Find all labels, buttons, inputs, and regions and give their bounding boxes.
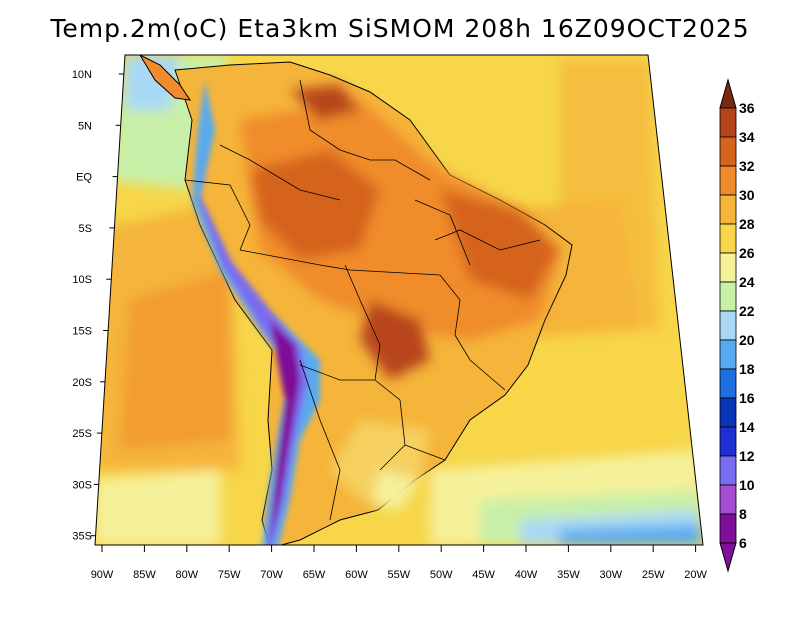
lat-label: EQ <box>76 172 92 184</box>
colorbar-segment <box>719 484 737 515</box>
lat-label: 5S <box>79 223 92 235</box>
lon-label: 65W <box>303 569 326 581</box>
colorbar-segment <box>719 165 737 196</box>
colorbar-segment <box>719 107 737 138</box>
colorbar-label: 32 <box>739 158 755 174</box>
lon-label: 55W <box>387 569 410 581</box>
lon-label: 60W <box>345 569 368 581</box>
colorbar-segment <box>719 513 737 544</box>
colorbar-label: 26 <box>739 245 755 261</box>
lat-label: 5N <box>78 120 92 132</box>
colorbar-bottom-arrow <box>719 542 737 573</box>
lat-label: 10N <box>72 69 92 81</box>
colorbar-segment <box>719 339 737 370</box>
central-america <box>138 55 192 101</box>
lat-label: 15S <box>72 326 92 338</box>
latitude-axis: 10N 5N EQ 5S 10S 15S 20S 25S 30S 35S <box>72 69 124 543</box>
colorbar-segment <box>719 223 737 254</box>
colorbar-top-arrow <box>719 78 737 109</box>
colorbar-segment <box>719 368 737 399</box>
andes-cold-band <box>192 80 320 545</box>
colorbar-label: 18 <box>739 361 755 377</box>
colorbar-label: 28 <box>739 216 755 232</box>
colorbar-segment <box>719 426 737 457</box>
colorbar-segment <box>719 252 737 283</box>
colorbar-segment <box>719 136 737 167</box>
colorbar-label: 36 <box>739 100 755 116</box>
temperature-field <box>95 55 703 545</box>
lon-label: 30W <box>599 569 622 581</box>
lon-label: 25W <box>642 569 665 581</box>
map-frame <box>94 54 704 546</box>
colorbar: 36 34 32 30 28 26 24 22 20 18 16 14 12 10 8 6 <box>719 78 755 573</box>
colorbar-segment <box>719 194 737 225</box>
longitude-axis: 90W 85W 80W 75W 70W 65W 60W 55W 50W 45W 40W 35W 30W 2… <box>91 545 708 581</box>
colorbar-label: 34 <box>739 129 755 145</box>
lat-label: 35S <box>72 531 92 543</box>
lon-label: 35W <box>557 569 580 581</box>
lon-label: 75W <box>218 569 241 581</box>
lat-label: 20S <box>72 377 92 389</box>
lat-label: 25S <box>72 428 92 440</box>
colorbar-label: 8 <box>739 506 747 522</box>
country-borders <box>184 79 541 521</box>
colorbar-label: 6 <box>739 535 747 551</box>
lon-label: 70W <box>260 569 283 581</box>
colorbar-label: 22 <box>739 303 755 319</box>
colorbar-segment <box>719 281 737 312</box>
lon-label: 45W <box>472 569 495 581</box>
map-title: Temp.2m(oC) Eta3km SiSMOM 208h 16Z09OCT2… <box>50 14 750 43</box>
lon-label: 50W <box>430 569 453 581</box>
colorbar-label: 10 <box>739 477 755 493</box>
colorbar-segment <box>719 455 737 486</box>
lon-label: 20W <box>684 569 707 581</box>
lat-label: 10S <box>72 274 92 286</box>
colorbar-label: 30 <box>739 187 755 203</box>
colorbar-label: 20 <box>739 332 755 348</box>
lon-label: 40W <box>515 569 538 581</box>
lat-label: 30S <box>72 479 92 491</box>
lon-label: 90W <box>91 569 114 581</box>
colorbar-label: 24 <box>739 274 755 290</box>
colorbar-label: 12 <box>739 448 755 464</box>
south-america-landmass <box>174 61 573 545</box>
lon-label: 80W <box>175 569 198 581</box>
colorbar-label: 14 <box>739 419 755 435</box>
lon-label: 85W <box>133 569 156 581</box>
colorbar-segment <box>719 397 737 428</box>
colorbar-label: 16 <box>739 390 755 406</box>
colorbar-segment <box>719 310 737 341</box>
